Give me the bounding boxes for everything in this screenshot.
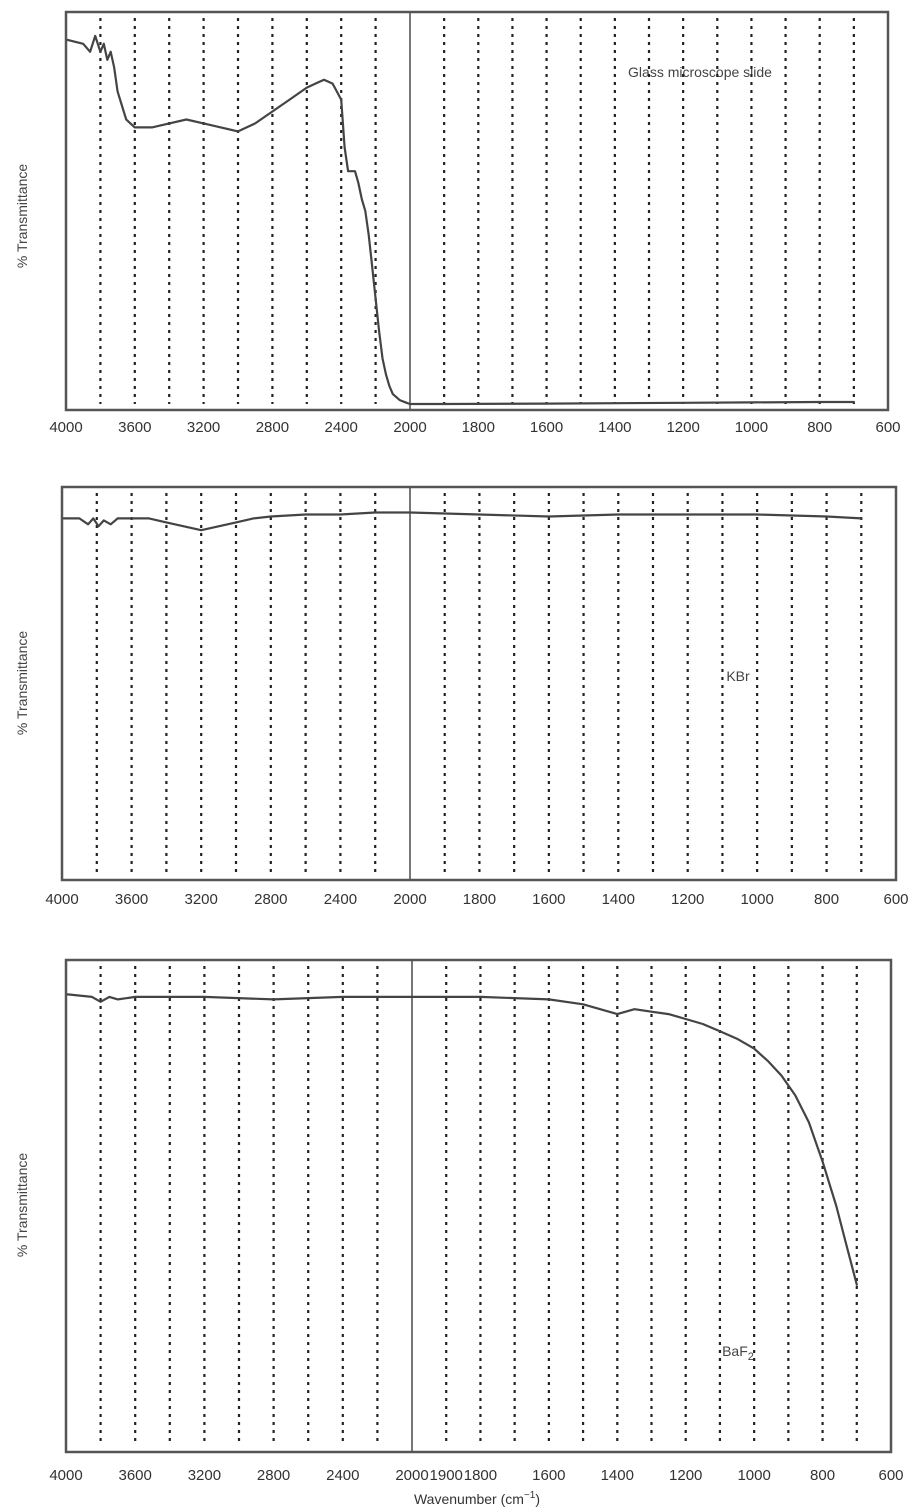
x-tick-label: 1900 xyxy=(430,1467,463,1484)
x-tick-label: 1400 xyxy=(602,891,635,908)
x-tick-label: 3200 xyxy=(187,419,220,436)
x-tick-label: 800 xyxy=(807,419,832,436)
x-tick-label: 2800 xyxy=(254,891,287,908)
x-tick-label: 1600 xyxy=(532,1467,565,1484)
x-tick-label: 1200 xyxy=(671,891,704,908)
panel-annotation: BaF2 xyxy=(722,1343,754,1363)
x-tick-label: 3200 xyxy=(185,891,218,908)
x-tick-label: 2400 xyxy=(324,891,357,908)
annotation-subscript: 2 xyxy=(748,1351,754,1363)
x-tick-label: 3600 xyxy=(118,419,151,436)
panel-annotation: Glass microscope slide xyxy=(628,64,772,80)
chart-panel-glass-slide: % Transmittance Glass microscope slide 4… xyxy=(14,10,901,436)
plot-frame xyxy=(64,958,893,1454)
x-tick-label: 2400 xyxy=(326,1467,359,1484)
x-tick-label: 1800 xyxy=(464,1467,497,1484)
x-tick-label: 1000 xyxy=(735,419,768,436)
x-tick-label: 2000 xyxy=(393,891,426,908)
chart-panel-baf2: % Transmittance BaF2 Wavenumber (cm−1) 4… xyxy=(14,958,904,1507)
x-tick-label: 1800 xyxy=(462,419,495,436)
x-axis-label: Wavenumber (cm−1) xyxy=(414,1490,540,1507)
spectrum-trace xyxy=(66,993,858,1286)
plot-frame xyxy=(64,10,890,412)
y-axis-label: % Transmittance xyxy=(14,631,30,735)
x-tick-label: 2000 xyxy=(393,419,426,436)
x-tick-label: 3600 xyxy=(119,1467,152,1484)
panel-annotation: KBr xyxy=(726,668,750,684)
x-tick-label: 4000 xyxy=(49,1467,82,1484)
spectrum-trace xyxy=(62,511,863,532)
x-axis-label-suffix: ) xyxy=(535,1491,540,1507)
x-tick-label: 1400 xyxy=(598,419,631,436)
x-tick-label: 2800 xyxy=(256,419,289,436)
x-tick-label: 2400 xyxy=(325,419,358,436)
x-tick-label: 1600 xyxy=(530,419,563,436)
x-tick-label: 800 xyxy=(814,891,839,908)
spectrum-trace xyxy=(66,34,855,406)
x-tick-label: 600 xyxy=(878,1467,903,1484)
x-tick-label: 1200 xyxy=(669,1467,702,1484)
x-tick-label: 2000 xyxy=(395,1467,428,1484)
x-tick-label: 1800 xyxy=(463,891,496,908)
x-tick-label: 4000 xyxy=(45,891,78,908)
x-tick-label: 1000 xyxy=(740,891,773,908)
x-tick-label: 3200 xyxy=(188,1467,221,1484)
y-axis-label: % Transmittance xyxy=(14,164,30,268)
x-tick-label: 4000 xyxy=(49,419,82,436)
x-tick-label: 1600 xyxy=(532,891,565,908)
x-tick-label: 600 xyxy=(883,891,908,908)
chart-panel-kbr: % Transmittance KBr 4000 3600 3200 2800 2400… xyxy=(14,485,909,908)
y-axis-label: % Transmittance xyxy=(14,1153,30,1257)
annotation-main: BaF xyxy=(722,1343,748,1359)
x-tick-label: 1200 xyxy=(666,419,699,436)
x-tick-label: 3600 xyxy=(115,891,148,908)
x-axis-label-superscript: −1 xyxy=(524,1490,536,1501)
x-tick-label: 1400 xyxy=(601,1467,634,1484)
plot-frame xyxy=(60,485,898,882)
x-tick-label: 800 xyxy=(810,1467,835,1484)
x-tick-label: 1000 xyxy=(737,1467,770,1484)
x-axis-label-main: Wavenumber (cm xyxy=(414,1491,524,1507)
x-tick-label: 2800 xyxy=(257,1467,290,1484)
x-tick-label: 600 xyxy=(875,419,900,436)
